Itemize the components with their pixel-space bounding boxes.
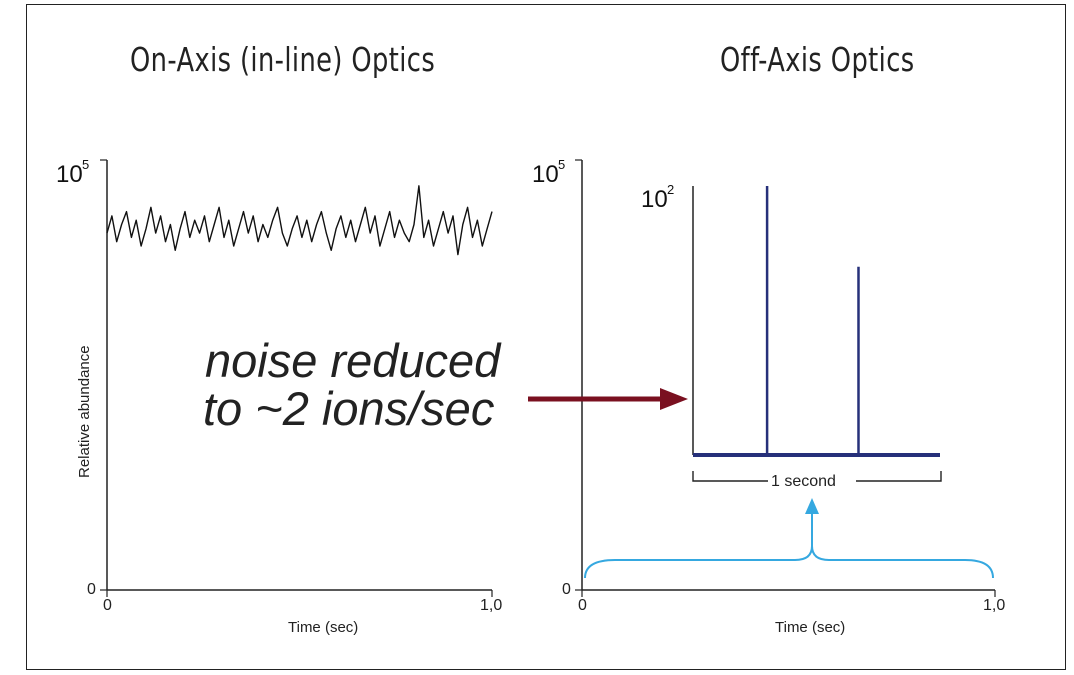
annotation-line-1: noise reduced (205, 334, 502, 387)
left-x-tick-max-label: 1,0 (480, 597, 502, 614)
inset-y-tick-exp: 2 (667, 182, 674, 197)
inset-y-tick-base: 10 (641, 186, 668, 213)
left-y-axis-label: Relative abundance (76, 345, 93, 478)
inset-chart: 10 2 1 second (641, 182, 942, 490)
brace-line (584, 545, 994, 579)
left-x-axis-label: Time (sec) (288, 619, 358, 636)
left-y-tick-max-exp: 5 (82, 157, 89, 172)
scale-bar-left (692, 471, 768, 482)
annotation-line-2: to ~2 ions/sec (203, 382, 494, 435)
brace-up-arrow-head (805, 498, 819, 514)
right-y-tick-max-base: 10 (532, 161, 559, 188)
noise-series-line (106, 185, 493, 256)
right-chart: 10 5 0 0 1,0 Time (sec) (532, 157, 1005, 636)
right-x-tick-max-label: 1,0 (983, 597, 1005, 614)
left-chart-title: On-Axis (in-line) Optics (130, 40, 436, 79)
right-chart-title: Off-Axis Optics (720, 40, 915, 79)
right-y-tick-min-label: 0 (562, 581, 571, 598)
right-x-tick-min-label: 0 (578, 597, 587, 614)
red-arrow-head (660, 388, 688, 410)
scale-bar-label: 1 second (771, 473, 836, 490)
left-x-tick-min-label: 0 (103, 597, 112, 614)
right-x-axis-label: Time (sec) (775, 619, 845, 636)
left-chart: 10 5 0 0 1,0 Time (sec) Relative abundan… (56, 157, 502, 636)
scale-bar-right (856, 471, 942, 482)
left-y-tick-max-base: 10 (56, 161, 83, 188)
right-y-tick-max-exp: 5 (558, 157, 565, 172)
left-y-tick-min-label: 0 (87, 581, 96, 598)
